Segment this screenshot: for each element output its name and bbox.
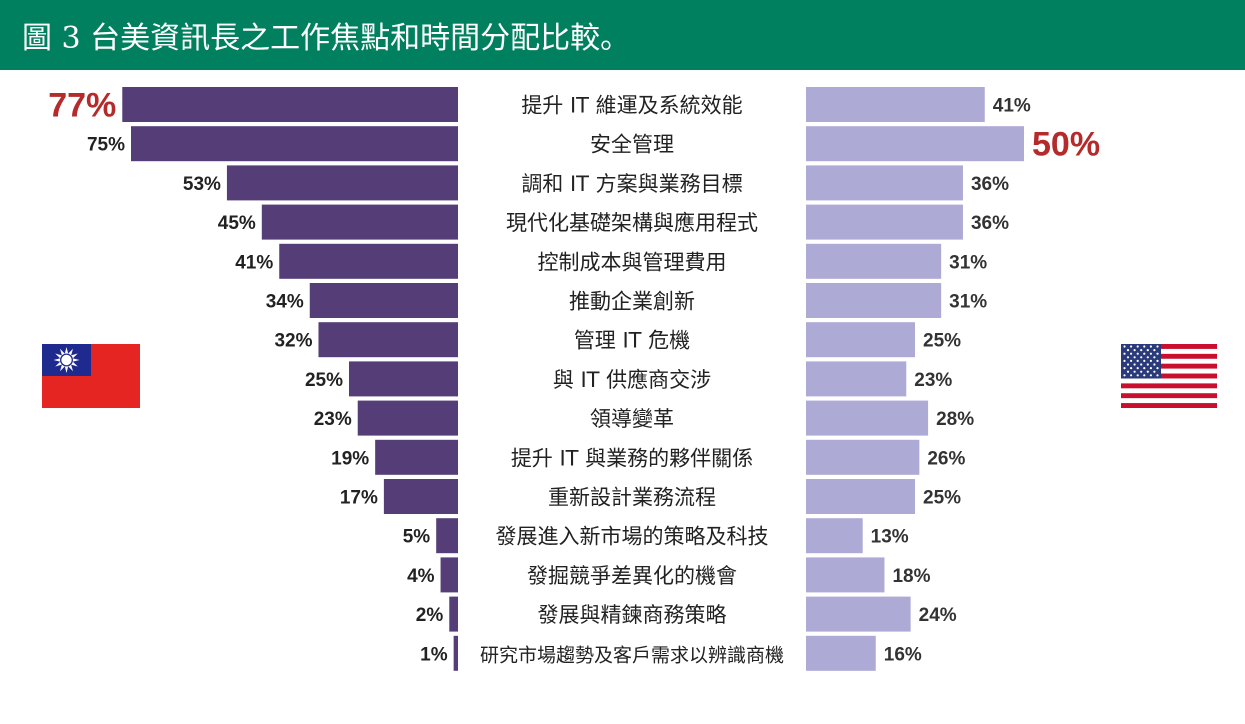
- right-value-label: 18%: [892, 566, 930, 587]
- left-value-label: 41%: [235, 252, 273, 273]
- left-bar: [261, 204, 458, 240]
- category-label: 提升 IT 維運及系統效能: [521, 94, 742, 118]
- left-value-label: 53%: [183, 174, 221, 195]
- right-value-label: 31%: [949, 252, 987, 273]
- category-label: 調和 IT 方案與業務目標: [521, 172, 742, 196]
- page-title-text: 圖 3 台美資訊長之工作焦點和時間分配比較。: [22, 21, 631, 56]
- right-value-label: 16%: [884, 644, 922, 665]
- left-bar: [357, 400, 458, 436]
- right-value-label: 23%: [914, 370, 952, 391]
- right-bar: [806, 283, 942, 318]
- right-value-label: 36%: [971, 213, 1009, 234]
- left-bar: [375, 439, 458, 475]
- left-value-label: 19%: [331, 448, 369, 469]
- left-value-label: 5%: [403, 527, 431, 548]
- right-value-label: 31%: [949, 292, 987, 313]
- right-bar: [806, 596, 911, 632]
- right-bar: [806, 439, 920, 475]
- right-bar: [806, 557, 885, 593]
- right-bar: [806, 361, 907, 397]
- left-value-label: 17%: [340, 488, 378, 509]
- left-bar: [453, 635, 458, 671]
- right-value-label: 50%: [1032, 126, 1100, 164]
- right-bar: [806, 635, 876, 671]
- left-value-label: 75%: [87, 135, 125, 156]
- left-bar: [436, 518, 458, 554]
- left-value-label: 4%: [407, 566, 435, 587]
- category-label: 發掘競爭差異化的機會: [527, 564, 737, 588]
- right-bar: [806, 518, 863, 554]
- left-bar: [226, 165, 458, 201]
- left-bar: [309, 283, 458, 318]
- left-bar: [131, 126, 458, 162]
- category-label: 控制成本與管理費用: [538, 250, 727, 274]
- right-bar: [806, 322, 915, 358]
- right-bar: [806, 400, 929, 436]
- left-bar: [440, 557, 458, 593]
- right-bar: [806, 243, 942, 279]
- taiwan-flag-icon: [42, 344, 140, 408]
- right-series-bars: [806, 87, 1024, 671]
- usa-flag-icon: [1121, 344, 1217, 408]
- right-value-label: 36%: [971, 174, 1009, 195]
- left-bar: [349, 361, 458, 397]
- left-value-label: 45%: [218, 213, 256, 234]
- page-title: 圖 3 台美資訊長之工作焦點和時間分配比較。: [0, 0, 1245, 70]
- right-series-labels: 41%50% 36% 36% 31% 31% 25% 23% 28% 26% 25% 13% 18% 2…: [871, 96, 1100, 666]
- category-label: 與 IT 供應商交涉: [553, 368, 711, 392]
- left-value-label: 34%: [266, 292, 304, 313]
- right-value-label: 28%: [936, 409, 974, 430]
- category-label: 重新設計業務流程: [548, 486, 716, 510]
- category-label: 現代化基礎架構與應用程式: [506, 211, 758, 235]
- left-series-labels: 77% 75% 53% 45% 41% 34% 32% 25% 23% 19% 17% 5% 4% 2% 1…: [48, 87, 448, 666]
- category-label: 推動企業創新: [569, 290, 695, 314]
- right-bar: [806, 204, 963, 240]
- left-series-bars: [122, 87, 458, 671]
- left-bar: [449, 596, 458, 632]
- right-value-label: 25%: [923, 331, 961, 352]
- left-bar: [279, 243, 458, 279]
- left-bar: [318, 322, 458, 358]
- category-label: 安全管理: [590, 133, 674, 157]
- right-bar: [806, 87, 985, 122]
- category-label: 領導變革: [590, 407, 674, 431]
- left-value-label: 77%: [48, 87, 116, 125]
- left-value-label: 32%: [274, 331, 312, 352]
- right-value-label: 26%: [927, 448, 965, 469]
- left-value-label: 25%: [305, 370, 343, 391]
- left-value-label: 1%: [420, 644, 448, 665]
- category-label: 發展進入新市場的策略及科技: [496, 525, 769, 549]
- category-label: 研究市場趨勢及客戶需求以辨識商機: [480, 644, 784, 666]
- right-bar: [806, 165, 963, 201]
- left-value-label: 2%: [416, 605, 444, 626]
- category-label: 提升 IT 與業務的夥伴關係: [511, 446, 753, 470]
- right-value-label: 25%: [923, 488, 961, 509]
- category-label: 管理 IT 危機: [574, 329, 690, 353]
- right-bar: [806, 126, 1024, 162]
- right-bar: [806, 479, 915, 514]
- left-bar: [122, 87, 458, 122]
- right-value-label: 13%: [871, 527, 909, 548]
- category-label: 發展與精鍊商務策略: [538, 603, 727, 627]
- left-value-label: 23%: [314, 409, 352, 430]
- right-value-label: 41%: [993, 96, 1031, 117]
- right-value-label: 24%: [919, 605, 957, 626]
- left-bar: [383, 479, 458, 514]
